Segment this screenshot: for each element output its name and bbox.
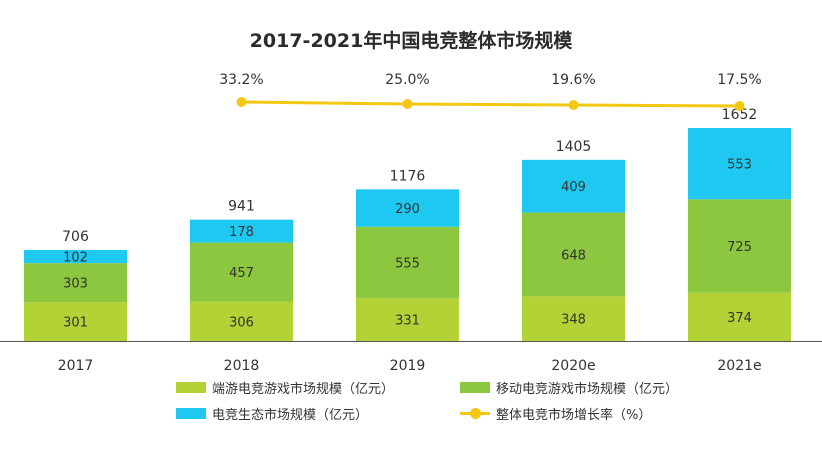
growth-rate-point: [236, 97, 247, 107]
segment-value-label: 306: [229, 315, 254, 330]
segment-value-label: 331: [395, 314, 420, 329]
bar-segment-3: [190, 219, 293, 243]
segment-value-label: 301: [63, 316, 88, 331]
bar-segment-3: [522, 159, 625, 213]
growth-rate-label: 33.2%: [219, 72, 263, 88]
total-value-label: 706: [62, 229, 89, 245]
bar-segment-3: [356, 189, 459, 227]
bar-segment-1: [522, 296, 625, 341]
bar-segment-1: [24, 302, 127, 341]
growth-rate-label: 17.5%: [717, 72, 761, 88]
growth-rate-point: [402, 99, 413, 109]
segment-value-label: 457: [229, 266, 254, 281]
bar-segment-1: [190, 301, 293, 341]
segment-value-label: 178: [229, 225, 254, 240]
x-tick-label: 2018: [224, 358, 260, 374]
bar-segment-2: [190, 242, 293, 302]
bar-segment-2: [24, 263, 127, 303]
x-tick-label: 2020e: [551, 358, 595, 374]
segment-value-label: 553: [727, 158, 752, 173]
segment-value-label: 648: [561, 248, 586, 263]
segment-value-label: 303: [63, 277, 88, 292]
x-tick-label: 2021e: [717, 358, 761, 374]
total-value-label: 1652: [722, 107, 758, 123]
total-value-label: 1405: [556, 139, 592, 155]
segment-value-label: 348: [561, 313, 586, 328]
growth-rate-point: [734, 101, 745, 111]
x-tick-label: 2019: [390, 358, 426, 374]
total-value-label: 941: [228, 199, 255, 215]
growth-rate-label: 19.6%: [551, 72, 595, 88]
segment-value-label: 102: [63, 251, 88, 266]
growth-rate-point: [568, 100, 579, 110]
bar-segment-3: [688, 128, 791, 200]
segment-value-label: 409: [561, 180, 586, 195]
total-value-label: 1176: [390, 168, 426, 184]
bar-segment-2: [688, 199, 791, 293]
segment-value-label: 374: [727, 311, 752, 326]
bar-segment-3: [24, 249, 127, 264]
bar-segment-1: [688, 292, 791, 341]
segment-value-label: 725: [727, 240, 752, 255]
bar-segment-1: [356, 298, 459, 341]
chart-title: 2017-2021年中国电竞整体市场规模: [249, 30, 573, 52]
segment-value-label: 555: [395, 257, 420, 272]
bar-segment-2: [522, 212, 625, 297]
segment-value-label: 290: [395, 202, 420, 217]
growth-rate-label: 25.0%: [385, 72, 429, 88]
bar-segment-2: [356, 226, 459, 299]
x-tick-label: 2017: [58, 358, 94, 374]
growth-rate-line: [241, 100, 740, 108]
